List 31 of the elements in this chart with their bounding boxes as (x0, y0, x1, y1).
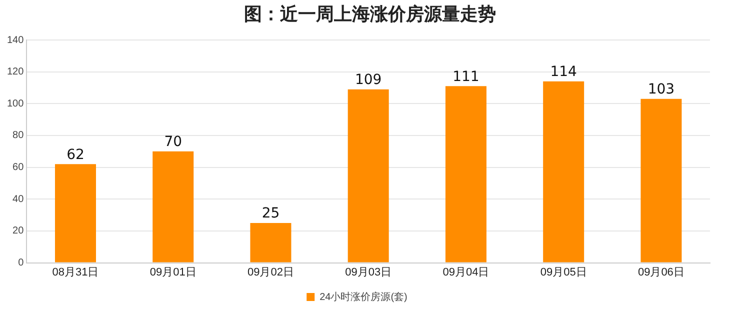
x-tick-label: 09月01日 (150, 266, 196, 278)
bar (152, 151, 194, 262)
data-label: 114 (550, 64, 578, 80)
x-tick-label: 09月04日 (442, 266, 490, 278)
y-tick-label: 60 (12, 162, 24, 174)
data-label: 109 (354, 72, 382, 88)
x-tick-label: 09月05日 (540, 266, 587, 278)
data-label: 62 (66, 146, 84, 163)
y-tick-label: 140 (6, 34, 24, 46)
x-tick-label: 09月02日 (247, 266, 294, 278)
bar (543, 81, 584, 262)
y-tick-label: 100 (6, 98, 24, 110)
bar (640, 98, 682, 262)
data-label: 25 (262, 206, 280, 222)
bar (445, 86, 486, 262)
y-tick-label: 40 (12, 194, 24, 205)
data-label: 103 (648, 82, 675, 98)
y-tick-label: 120 (6, 66, 24, 78)
bar (54, 164, 96, 262)
x-tick-label: 09月03日 (345, 266, 392, 278)
chart-title: 图：近一周上海涨价房源量走势 (243, 3, 497, 27)
data-label: 111 (452, 68, 480, 85)
y-tick-label: 0 (18, 258, 24, 269)
bar (348, 89, 389, 262)
data-label: 70 (164, 134, 182, 150)
y-tick-label: 20 (12, 226, 24, 237)
x-tick-label: 09月06日 (638, 266, 684, 278)
bar (250, 223, 292, 262)
x-tick-label: 08月31日 (52, 266, 99, 278)
y-tick-label: 80 (12, 130, 24, 142)
legend-label: 24小时涨价房源(套) (320, 290, 408, 303)
